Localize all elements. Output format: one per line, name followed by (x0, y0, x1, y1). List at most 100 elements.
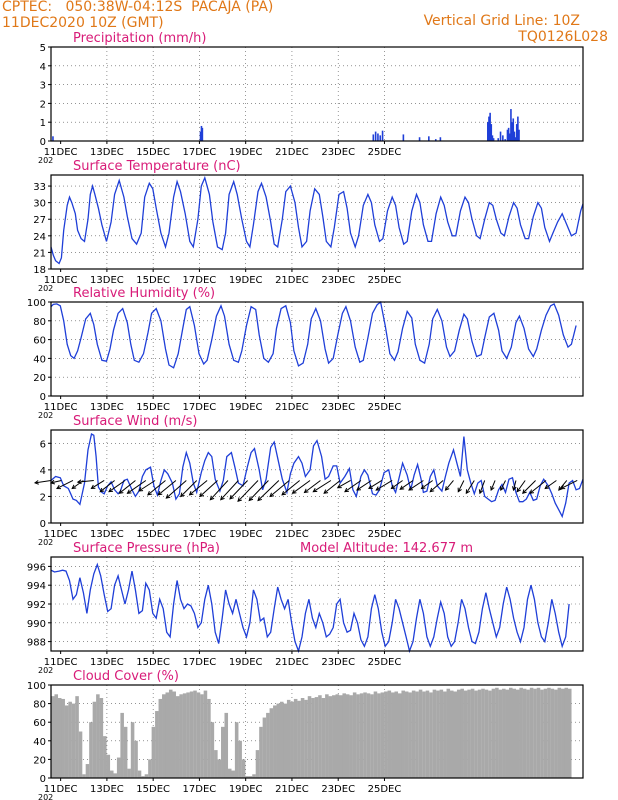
precip-bar (490, 124, 493, 141)
precip-bar (381, 130, 384, 141)
cloud-bar (567, 688, 572, 778)
cloud-bar (162, 694, 166, 778)
cloud-bar (207, 698, 211, 778)
wind-arrow (292, 480, 311, 494)
precip-bar (515, 124, 518, 141)
y-tick-label: 994 (27, 581, 46, 592)
x-year-fragment: 202 (38, 538, 53, 547)
wind-arrow (257, 480, 280, 501)
cloud-bar (78, 731, 83, 778)
y-tick-label: 80 (33, 317, 46, 328)
x-tick-label: 11DEC (44, 784, 78, 795)
x-tick-label: 17DEC (183, 657, 217, 668)
precip-bar (517, 116, 519, 141)
cloud-bar (470, 688, 475, 778)
series-line-4 (50, 562, 570, 654)
y-tick-label: 27 (33, 215, 46, 226)
cloud-bar (127, 768, 131, 778)
cloud-bar (109, 770, 114, 778)
wind-arrow-head (157, 490, 163, 496)
cloud-bar (293, 698, 298, 778)
wind-arrow-head (478, 489, 484, 495)
x-tick-label: 23DEC (321, 657, 355, 668)
wind-arrow (199, 480, 218, 497)
precip-bar (518, 129, 520, 141)
cloud-bar (279, 701, 284, 778)
cloud-bar (217, 759, 222, 778)
wind-arrow-head (356, 486, 361, 491)
cloud-bar (61, 698, 65, 778)
cloud-bar (429, 692, 433, 778)
cloud-bar (547, 687, 551, 778)
x-tick-label: 19DEC (229, 275, 263, 286)
cloud-bar (474, 690, 478, 778)
cloud-bar (290, 701, 294, 778)
wind-arrow-head (257, 496, 263, 502)
x-tick-label: 21DEC (275, 784, 309, 795)
precip-bar (497, 138, 500, 141)
precip-bar (511, 122, 513, 141)
cloud-bar (189, 691, 194, 778)
x-tick-label: 11DEC (44, 657, 78, 668)
y-tick-label: 80 (33, 700, 46, 711)
precip-bar (418, 137, 421, 141)
x-year-fragment: 202 (38, 284, 53, 293)
wind-arrow-head (512, 486, 517, 492)
x-tick-label: 11DEC (44, 147, 78, 158)
wind-arrow (165, 480, 187, 499)
cloud-bar (359, 693, 364, 778)
wind-arrow (189, 480, 208, 496)
precip-bar (512, 118, 515, 141)
cloud-bar (141, 776, 145, 778)
cloud-bar (200, 694, 204, 778)
cloud-bar (92, 701, 97, 778)
wind-arrow (91, 480, 105, 489)
x-tick-label: 25DEC (368, 529, 402, 540)
wind-arrow-head (138, 487, 144, 492)
panel-title-2: Relative Humidity (%) (73, 286, 215, 301)
wind-arrow-head (33, 480, 39, 485)
wind-arrow-head (444, 486, 450, 491)
cloud-bar (266, 712, 270, 778)
wind-arrow (445, 480, 454, 491)
cloud-bar (196, 692, 201, 778)
precip-bar (492, 138, 495, 141)
wind-arrow (465, 480, 475, 494)
cloud-bar (255, 750, 260, 778)
panel-frame-4 (50, 556, 584, 652)
wind-arrow (323, 480, 341, 494)
wind-arrow-head (199, 492, 204, 498)
cloud-bar (463, 690, 468, 778)
x-tick-label: 21DEC (275, 402, 309, 413)
cloud-bar (172, 691, 176, 778)
x-tick-label: 13DEC (90, 402, 124, 413)
wind-arrow (356, 480, 372, 491)
wind-arrow-head (558, 486, 563, 491)
wind-arrow-head (390, 484, 396, 490)
panel-title-5: Cloud Cover (%) (73, 669, 179, 684)
precip-bar (199, 131, 202, 141)
wind-arrow (375, 480, 393, 491)
cloud-bar (484, 689, 489, 778)
cloud-bar (561, 688, 565, 778)
cloud-bar (134, 740, 138, 778)
cloud-bar (342, 693, 346, 778)
cloud-bar (241, 759, 246, 778)
cloud-bar (175, 696, 180, 778)
wind-arrow-head (323, 489, 329, 494)
cloud-bar (502, 688, 506, 778)
cloud-bar (99, 698, 104, 778)
wind-arrow-head (248, 496, 254, 502)
x-year-fragment: 202 (38, 156, 53, 165)
wind-arrow (34, 479, 52, 484)
y-tick-label: 3 (40, 81, 46, 92)
cloud-bar (314, 697, 319, 778)
wind-arrow-head (291, 489, 297, 494)
wind-arrow (522, 480, 536, 494)
cloud-bar (328, 696, 333, 778)
wind-arrow-head (529, 489, 535, 494)
cloud-bar (425, 690, 430, 778)
cloud-bar (432, 689, 437, 778)
x-tick-label: 23DEC (321, 784, 355, 795)
x-tick-label: 11DEC (44, 275, 78, 286)
